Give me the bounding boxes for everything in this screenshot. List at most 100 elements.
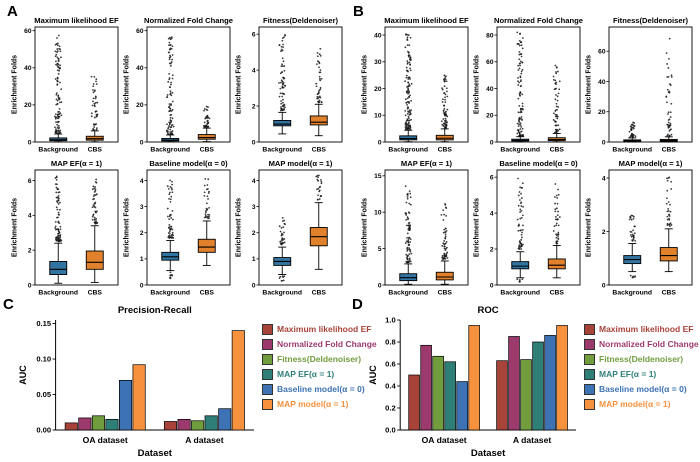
svg-text:20: 20 [374, 86, 382, 93]
svg-text:2: 2 [490, 246, 494, 253]
boxplot-b-maximum-likelihood-ef: Maximum likelihood EF Enrichment Folds 0 10… [362, 16, 470, 154]
legend-item: MAP model(α = 1) [584, 399, 699, 410]
svg-text:0: 0 [490, 282, 494, 289]
boxplot-a-map-ef: MAP EF(α = 1) Enrichment Folds 0 2 4 6 Backgro… [12, 159, 119, 297]
svg-text:CBS: CBS [88, 147, 103, 154]
boxplot-a-normalized-fold-change: Normalized Fold Change Enrichment Folds 0 2… [124, 16, 234, 154]
svg-text:60: 60 [24, 28, 32, 35]
svg-text:Enrichment Folds: Enrichment Folds [474, 198, 481, 257]
svg-text:80: 80 [486, 32, 494, 39]
svg-text:Enrichment Folds: Enrichment Folds [236, 198, 243, 257]
svg-text:0: 0 [378, 139, 382, 146]
boxplot-b-fitness-deldenoiser: Fitness(Deldenoiser) Enrichment Folds 0 20 4… [586, 16, 693, 154]
svg-text:Maximum likelihood EF: Maximum likelihood EF [384, 16, 469, 25]
svg-text:ROC: ROC [478, 305, 499, 316]
svg-text:Enrichment Folds: Enrichment Folds [12, 198, 19, 257]
svg-text:Background: Background [388, 290, 428, 297]
svg-text:Enrichment Folds: Enrichment Folds [362, 55, 369, 114]
svg-text:1.0: 1.0 [385, 316, 396, 325]
barchart-precision-recall: Precision-Recall AUC 0.00 0.05 0.10 0.15 OA da… [18, 305, 254, 459]
legend-swatch [262, 369, 273, 380]
svg-text:MAP EF(α = 1): MAP EF(α = 1) [51, 159, 103, 168]
legend-item: Baseline model(α = 0) [262, 384, 377, 395]
svg-text:A dataset: A dataset [185, 435, 224, 445]
svg-text:Background: Background [262, 147, 302, 154]
svg-text:2: 2 [252, 103, 256, 110]
svg-text:Enrichment Folds: Enrichment Folds [124, 55, 131, 114]
legend-label: Maximum likelihood EF [599, 324, 694, 335]
legend-item: Baseline model(α = 0) [584, 384, 699, 395]
svg-text:4: 4 [490, 210, 494, 217]
boxplot-b-map-ef: MAP EF(α = 1) Enrichment Folds 0 5 10 15 Backg… [362, 159, 469, 297]
panel-label-b: B [353, 3, 364, 20]
svg-text:30: 30 [374, 59, 382, 66]
svg-text:CBS: CBS [550, 147, 565, 154]
svg-text:0.6: 0.6 [385, 360, 396, 369]
svg-text:Background: Background [150, 147, 190, 154]
legend-label: MAP EF(α = 1) [277, 369, 335, 380]
svg-text:CBS: CBS [312, 290, 327, 297]
panel-label-a: A [7, 3, 18, 20]
legend-swatch [584, 369, 595, 380]
svg-text:0.10: 0.10 [36, 355, 51, 364]
svg-text:3: 3 [140, 204, 144, 211]
legend-swatch [262, 339, 273, 350]
svg-text:0: 0 [602, 139, 606, 146]
legend-swatch [262, 324, 273, 335]
svg-text:4: 4 [140, 178, 144, 185]
svg-text:Background: Background [388, 147, 428, 154]
svg-text:4: 4 [252, 67, 256, 74]
svg-text:Background: Background [262, 290, 302, 297]
svg-text:CBS: CBS [312, 147, 327, 154]
svg-text:20: 20 [598, 109, 606, 116]
svg-text:5: 5 [378, 246, 382, 253]
svg-text:0: 0 [252, 282, 256, 289]
legend-label: Normalized Fold Change [599, 339, 699, 350]
boxplot-a-baseline-model: Baseline model(α = 0) Enrichment Folds 0 1 2… [124, 159, 231, 297]
legend-item: Normalized Fold Change [262, 339, 377, 350]
legend-label: Fitness(Deldenoiser) [277, 354, 362, 365]
legend-item: MAP EF(α = 1) [262, 369, 377, 380]
svg-text:40: 40 [486, 86, 494, 93]
svg-text:CBS: CBS [88, 290, 103, 297]
svg-text:40: 40 [24, 65, 32, 72]
svg-text:0.0: 0.0 [385, 426, 396, 435]
svg-text:20: 20 [486, 113, 494, 120]
legend-item: Maximum likelihood EF [262, 324, 377, 335]
svg-text:0: 0 [140, 139, 144, 146]
svg-text:CBS: CBS [200, 290, 215, 297]
svg-text:60: 60 [486, 59, 494, 66]
svg-text:10: 10 [374, 210, 382, 217]
svg-text:40: 40 [598, 79, 606, 86]
svg-text:MAP model(α = 1): MAP model(α = 1) [269, 159, 333, 168]
boxplot-a-fitness-deldenoiser: Fitness(Deldenoiser) Enrichment Folds 0 2 4 6… [236, 16, 343, 154]
svg-text:CBS: CBS [438, 290, 453, 297]
svg-text:MAP model(α = 1): MAP model(α = 1) [619, 159, 683, 168]
svg-text:40: 40 [374, 32, 382, 39]
svg-text:Background: Background [612, 290, 652, 297]
svg-text:CBS: CBS [662, 147, 677, 154]
legend-item: Fitness(Deldenoiser) [584, 354, 699, 365]
svg-text:20: 20 [136, 102, 144, 109]
svg-text:Baseline model(α = 0): Baseline model(α = 0) [499, 159, 578, 168]
svg-text:15: 15 [374, 173, 382, 180]
svg-text:2: 2 [140, 230, 144, 237]
legend-label: Maximum likelihood EF [277, 324, 372, 335]
svg-text:OA dataset: OA dataset [422, 435, 467, 445]
svg-text:6: 6 [252, 31, 256, 38]
svg-text:AUC: AUC [18, 365, 28, 385]
svg-text:Background: Background [612, 147, 652, 154]
svg-text:60: 60 [136, 28, 144, 35]
svg-text:0: 0 [28, 139, 32, 146]
svg-text:Fitness(Deldenoiser): Fitness(Deldenoiser) [613, 16, 689, 25]
svg-text:0.00: 0.00 [36, 426, 51, 435]
legend-swatch [262, 354, 273, 365]
svg-text:Background: Background [150, 290, 190, 297]
legend-precision-recall: Maximum likelihood EF Normalized Fold Cha… [262, 324, 377, 410]
svg-text:OA dataset: OA dataset [83, 435, 128, 445]
svg-text:AUC: AUC [368, 365, 378, 385]
legend-swatch [584, 354, 595, 365]
svg-text:CBS: CBS [200, 147, 215, 154]
svg-text:Enrichment Folds: Enrichment Folds [586, 198, 593, 257]
